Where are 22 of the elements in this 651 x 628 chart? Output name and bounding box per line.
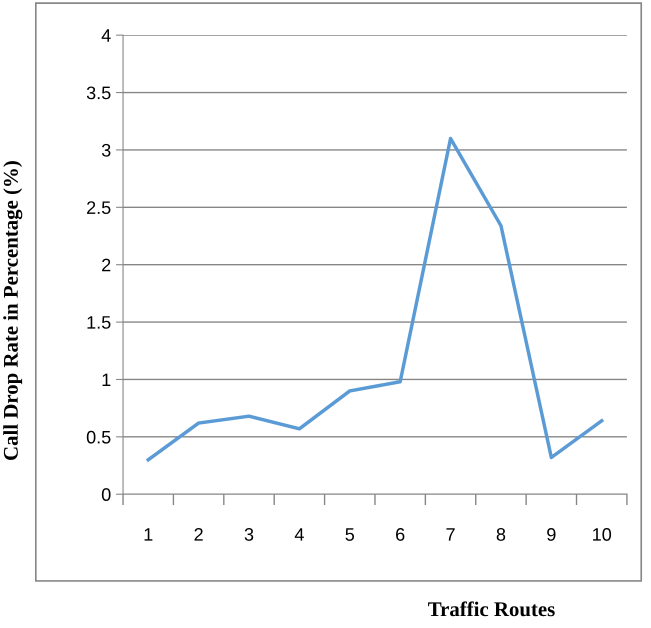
y-tick-label: 1.5 xyxy=(88,316,110,329)
y-tick-label: 4 xyxy=(102,29,111,42)
x-tick-label: 10 xyxy=(593,528,612,541)
y-tick-label: 0 xyxy=(102,488,111,501)
y-tick-label: 0.5 xyxy=(86,430,110,444)
y-tick-label: 1 xyxy=(102,374,110,386)
y-tick-label: 3 xyxy=(102,144,110,157)
x-tick-label: 6 xyxy=(396,528,404,541)
y-tick-label: 3.5 xyxy=(86,86,110,100)
x-tick-label: 4 xyxy=(294,528,304,541)
x-tick-label: 3 xyxy=(244,528,254,541)
x-tick-label: 9 xyxy=(547,528,556,541)
line-series xyxy=(146,136,604,462)
y-axis-title: Call Drop Rate in Percentage (%) xyxy=(3,161,22,460)
y-tick-label: 2.5 xyxy=(87,201,110,214)
x-tick-label: 8 xyxy=(496,528,506,541)
x-axis-title: Traffic Routes xyxy=(428,601,555,616)
y-tick-label: 2 xyxy=(102,258,110,272)
x-tick-label: 2 xyxy=(194,528,203,541)
x-tick-label: 5 xyxy=(345,528,354,541)
x-tick-label: 7 xyxy=(446,528,455,541)
x-tick-label: 1 xyxy=(144,528,152,541)
